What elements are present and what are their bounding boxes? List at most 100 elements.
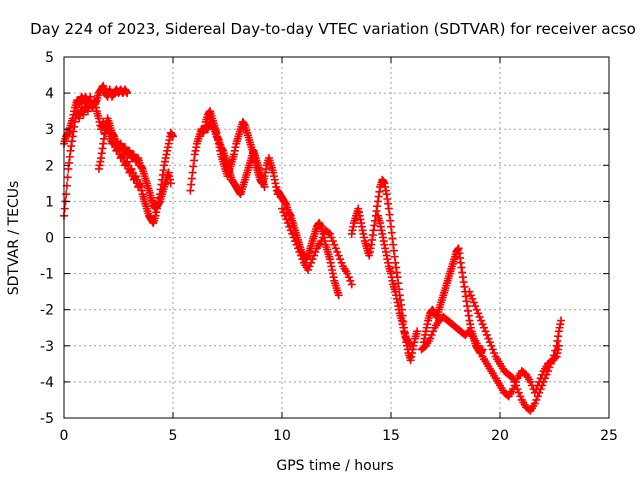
x-tick-label: 15 <box>382 428 400 444</box>
data-point <box>490 349 499 358</box>
data-point <box>344 273 353 282</box>
data-point <box>337 258 346 267</box>
data-point <box>478 320 487 329</box>
data-point <box>513 385 522 394</box>
data-point <box>468 294 477 303</box>
data-point <box>488 345 497 354</box>
data-point <box>123 89 132 98</box>
data-point <box>317 237 326 246</box>
data-point <box>283 219 292 228</box>
data-point <box>557 316 566 325</box>
data-point <box>469 298 478 307</box>
y-tick-label: -1 <box>40 267 54 283</box>
data-point <box>60 204 69 213</box>
data-point <box>536 385 545 394</box>
data-point <box>480 323 489 332</box>
data-point <box>514 388 523 397</box>
data-point <box>285 222 294 231</box>
data-point <box>406 341 415 350</box>
x-tick-label: 10 <box>273 428 291 444</box>
data-point <box>331 244 340 253</box>
data-point <box>511 381 520 390</box>
y-tick-label: 4 <box>45 86 54 102</box>
data-point <box>545 363 554 372</box>
data-point <box>549 351 558 360</box>
y-tick-label: 0 <box>45 231 54 247</box>
data-point <box>307 258 316 267</box>
data-point <box>475 345 484 354</box>
data-point <box>304 265 313 274</box>
data-point <box>333 247 342 256</box>
data-point <box>475 312 484 321</box>
data-point <box>482 330 491 339</box>
data-point <box>484 334 493 343</box>
data-point <box>413 327 422 336</box>
data-point <box>334 291 343 300</box>
y-tick-label: -5 <box>40 411 54 427</box>
data-point <box>541 374 550 383</box>
y-axis-label: SDTVAR / TECUs <box>6 181 22 296</box>
series-track-12 <box>465 287 566 415</box>
data-point <box>63 173 72 182</box>
data-point <box>481 327 490 336</box>
data-point <box>289 233 298 242</box>
axis-ticks: 0 5 10 15 20 25 -5 -4 -3 -2 -1 0 1 2 3 4 5 <box>40 50 618 444</box>
data-point <box>543 367 552 376</box>
data-point <box>465 287 474 296</box>
data-point <box>293 244 302 253</box>
y-tick-label: -3 <box>40 339 54 355</box>
data-point <box>298 255 307 264</box>
data-point <box>291 237 300 246</box>
data-point <box>487 341 496 350</box>
data-point <box>286 226 295 235</box>
data-point <box>305 262 314 271</box>
data-point <box>548 356 557 365</box>
data-point <box>288 229 297 238</box>
data-point <box>516 392 525 401</box>
data-points <box>60 81 566 415</box>
data-point <box>343 269 352 278</box>
data-point <box>510 377 519 386</box>
chart-title: Day 224 of 2023, Sidereal Day-to-day VTE… <box>30 20 636 38</box>
series-track-9 <box>373 211 415 350</box>
data-point <box>472 305 481 314</box>
data-point <box>166 179 175 188</box>
y-tick-label: -2 <box>40 303 54 319</box>
y-tick-label: 2 <box>45 158 54 174</box>
data-point <box>535 388 544 397</box>
data-point <box>507 373 516 382</box>
data-point <box>532 395 541 404</box>
data-point <box>62 190 71 199</box>
data-point <box>477 316 486 325</box>
data-point <box>324 228 333 237</box>
data-point <box>334 251 343 260</box>
data-point <box>474 341 483 350</box>
data-point <box>429 327 438 336</box>
data-point <box>427 330 436 339</box>
y-tick-label: -4 <box>40 375 54 391</box>
y-tick-label: 1 <box>45 194 54 210</box>
data-point <box>474 309 483 318</box>
x-tick-label: 0 <box>60 428 69 444</box>
data-point <box>426 334 435 343</box>
series-track-2 <box>60 81 132 148</box>
data-point <box>278 204 286 213</box>
data-point <box>546 359 555 368</box>
y-tick-label: 5 <box>45 50 54 66</box>
data-point <box>477 349 486 358</box>
data-point <box>538 381 547 390</box>
series-track-5 <box>201 107 282 199</box>
data-point <box>295 247 304 256</box>
data-point <box>485 338 494 347</box>
data-point <box>533 392 542 401</box>
series-track-3 <box>94 114 175 213</box>
data-point <box>526 377 535 386</box>
data-point <box>466 291 475 300</box>
data-point <box>346 276 355 285</box>
data-point <box>347 280 356 289</box>
data-point <box>308 255 317 264</box>
data-point <box>169 132 177 141</box>
data-point <box>325 229 334 238</box>
data-point <box>551 346 560 355</box>
